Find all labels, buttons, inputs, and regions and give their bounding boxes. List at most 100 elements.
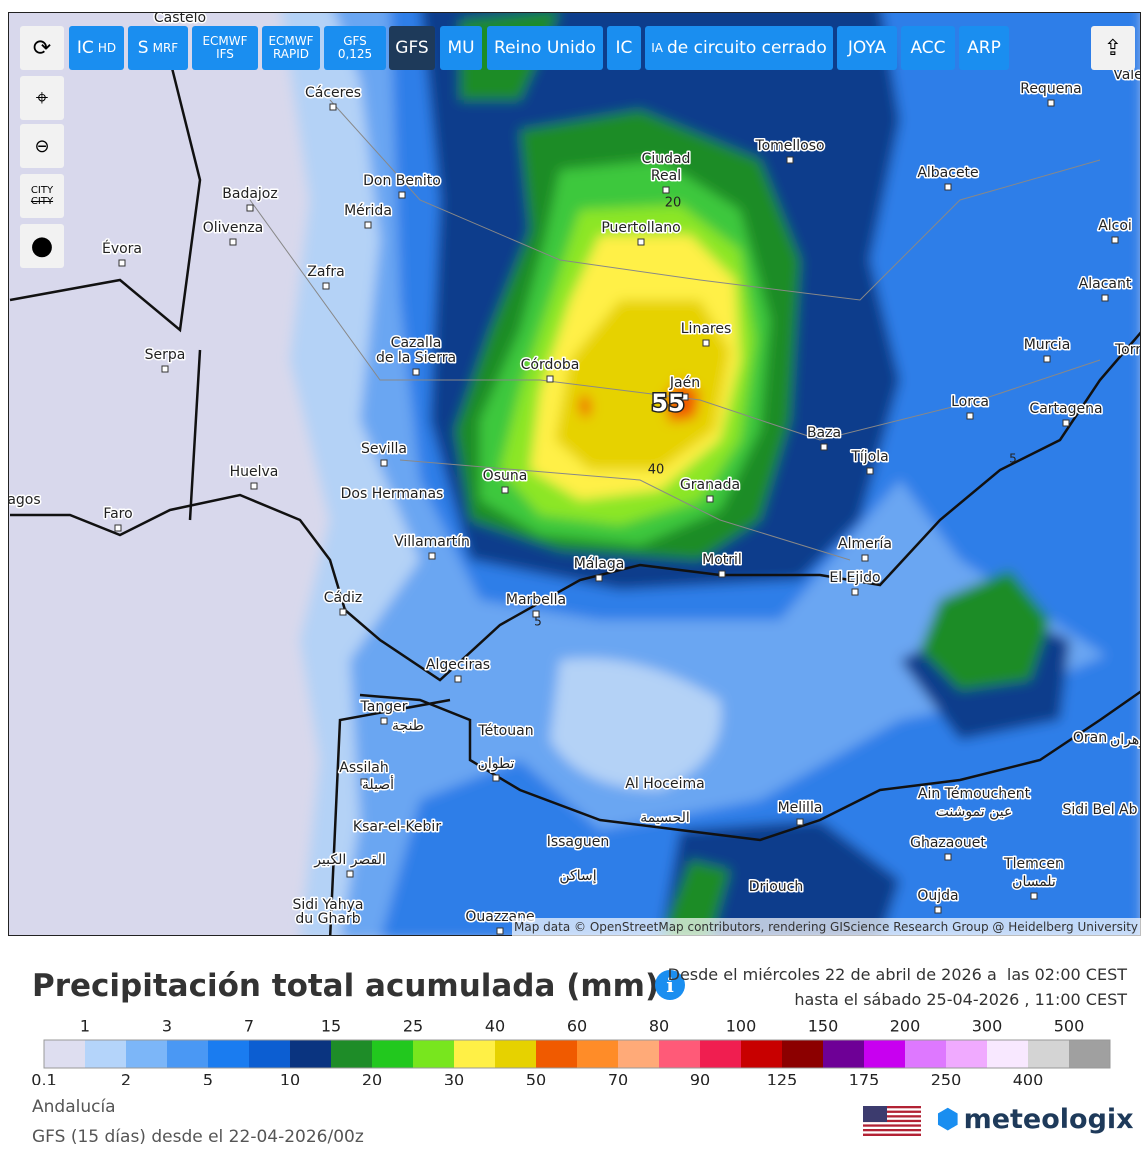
city-label: Évora — [102, 240, 142, 257]
city-label: Assilah — [339, 760, 388, 776]
model-button[interactable]: IC — [607, 26, 641, 70]
city-label: Tétouan — [477, 723, 533, 739]
contour-label: 5 — [534, 615, 542, 629]
city-marker — [501, 486, 509, 494]
city-label: CITY — [30, 196, 54, 207]
city-marker — [380, 717, 388, 725]
legend-swatch — [44, 1040, 86, 1068]
city-label: Cazalla — [391, 335, 442, 351]
attribution: Map data © OpenStreetMap contributors, r… — [514, 920, 1138, 934]
legend-swatch — [167, 1040, 209, 1068]
legend-upper-label: 60 — [567, 1017, 587, 1036]
city-label: agos — [7, 492, 40, 508]
city-label: Tomelloso — [754, 138, 824, 154]
model-button[interactable]: ECMWF RAPID — [262, 26, 320, 70]
flag — [863, 1106, 921, 1136]
legend-swatch — [85, 1040, 127, 1068]
model-button[interactable]: GFS 0,125 — [324, 26, 386, 70]
model-button[interactable]: IA de circuito cerrado — [645, 26, 833, 70]
brand-text: meteologix — [963, 1104, 1134, 1135]
city-label: Torr — [1114, 342, 1141, 358]
city-marker — [380, 459, 388, 467]
city-label: وهران — [1110, 732, 1143, 748]
legend-swatch — [659, 1040, 701, 1068]
model-button[interactable]: ECMWF IFS — [192, 26, 258, 70]
legend-swatch — [126, 1040, 168, 1068]
model-button[interactable]: S MRF — [128, 26, 188, 70]
city-marker — [412, 368, 420, 376]
legend-upper-label: 3 — [162, 1017, 172, 1036]
legend-upper-label: 300 — [972, 1017, 1003, 1036]
legend-upper-label: 100 — [726, 1017, 757, 1036]
city-label: Sevilla — [361, 441, 407, 457]
city-label: إساكن — [559, 868, 596, 884]
legend-swatch — [618, 1040, 660, 1068]
city-marker — [1062, 419, 1070, 427]
city-marker — [492, 774, 500, 782]
city-label: CITY — [30, 185, 54, 196]
city-label: Castelo — [154, 10, 206, 26]
legend-lower-label: 10 — [280, 1071, 300, 1086]
legend-swatch — [536, 1040, 578, 1068]
city-label: Lorca — [951, 394, 989, 410]
city-label: Albacete — [917, 165, 978, 181]
city-marker — [118, 259, 126, 267]
city-label: عين تموشنت — [936, 804, 1013, 820]
city-label: Mérida — [344, 203, 392, 219]
legend-border — [43, 1039, 1111, 1069]
info[interactable]: i — [655, 970, 685, 1000]
legend-swatch — [864, 1040, 906, 1068]
city-label: Vale — [1113, 67, 1143, 83]
model-button[interactable]: IC HD — [69, 26, 124, 70]
city-label: تلمسان — [1012, 874, 1056, 890]
model-button[interactable]: GFS — [389, 26, 435, 70]
city-label: Ain Témouchent — [918, 786, 1031, 802]
legend-lower-label: 5 — [203, 1071, 213, 1086]
period-to: hasta el sábado 25-04-2026 , 11:00 CEST — [794, 990, 1127, 1009]
city-label: Jaén — [669, 375, 700, 391]
model-button[interactable]: Reino Unido — [487, 26, 603, 70]
model-button[interactable]: MU — [440, 26, 482, 70]
zoom[interactable]: ⊖ — [20, 124, 64, 168]
city-toggle[interactable]: CITY CITY — [20, 174, 64, 218]
dot-toggle[interactable]: ● — [20, 224, 64, 268]
legend-swatch — [823, 1040, 865, 1068]
share[interactable]: ⇪ — [1091, 26, 1135, 70]
city-label: Algeciras — [426, 657, 490, 673]
legend-lower-label: 50 — [526, 1071, 546, 1086]
legend-swatch — [331, 1040, 373, 1068]
city-marker — [944, 853, 952, 861]
model-button[interactable]: JOYA — [837, 26, 897, 70]
legend-lower-label: 20 — [362, 1071, 382, 1086]
city-marker — [229, 238, 237, 246]
legend-upper-label: 40 — [485, 1017, 505, 1036]
city-marker — [861, 554, 869, 562]
legend-swatch — [741, 1040, 783, 1068]
model-main: ECMWF — [268, 33, 314, 48]
city-label: Tanger — [360, 699, 408, 715]
city-marker — [944, 183, 952, 191]
model-main: IC — [615, 37, 633, 58]
refresh[interactable]: ⟳ — [20, 26, 64, 70]
model-main: ARP — [967, 37, 1001, 58]
city-marker — [796, 818, 804, 826]
model-sub: HD — [97, 41, 117, 55]
model-button[interactable]: ACC — [901, 26, 955, 70]
city-label: Villamartín — [394, 534, 470, 550]
city-marker — [966, 412, 974, 420]
city-marker — [339, 608, 347, 616]
model-main: GFS — [395, 37, 429, 58]
city-marker — [662, 186, 670, 194]
city-marker — [360, 778, 368, 786]
model-sub: RAPID — [272, 47, 310, 61]
city-marker — [329, 103, 337, 111]
contour-label: 5 — [1009, 452, 1017, 466]
legend-lower-label: 90 — [690, 1071, 710, 1086]
legend-swatch — [782, 1040, 824, 1068]
city-marker — [161, 365, 169, 373]
legend-swatch — [905, 1040, 947, 1068]
locate[interactable]: ⌖ — [20, 76, 64, 120]
city-label: Linares — [681, 321, 732, 337]
model-button[interactable]: ARP — [959, 26, 1009, 70]
